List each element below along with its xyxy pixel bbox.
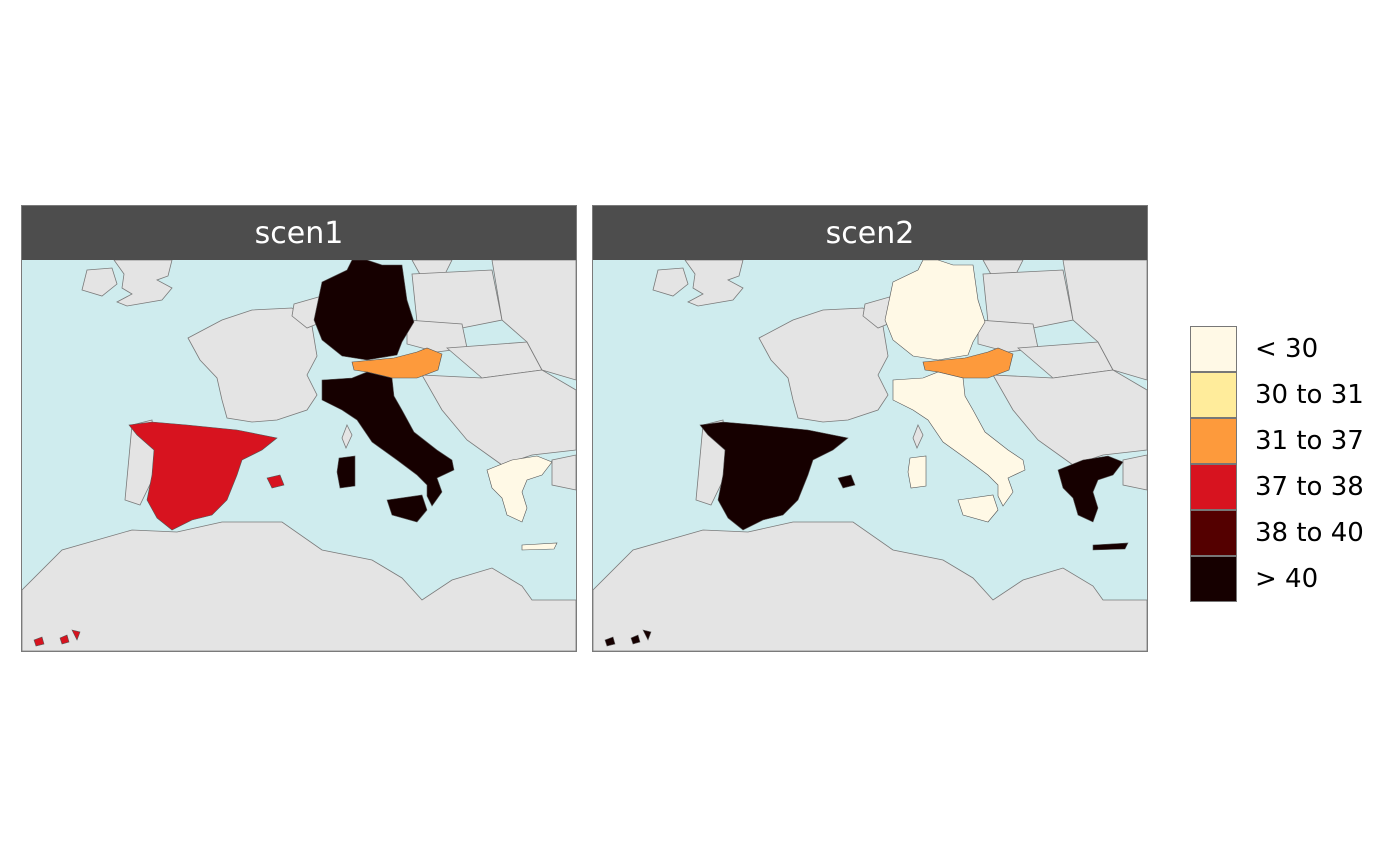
country-austria [351, 347, 443, 379]
land-ireland [652, 267, 689, 297]
legend-label: > 40 [1255, 564, 1319, 594]
land-turkey [551, 454, 576, 491]
country-canaries [604, 629, 652, 647]
country-greece [1057, 455, 1124, 523]
country-sicily [957, 494, 999, 523]
land-balkans [992, 369, 1147, 466]
country-balearic [837, 474, 856, 489]
legend-item: 37 to 38 [1190, 464, 1364, 510]
legend-swatch [1190, 556, 1237, 602]
country-sardinia [336, 455, 356, 489]
legend-swatch [1190, 326, 1237, 372]
land-poland [411, 269, 503, 331]
map-area [22, 260, 576, 651]
country-canaries [33, 629, 81, 647]
land-france [758, 307, 889, 423]
map-svg [593, 260, 1147, 651]
country-germany [313, 260, 415, 361]
country-balearic [266, 474, 285, 489]
country-sardinia [907, 455, 927, 489]
land-africa [22, 521, 576, 651]
country-austria [922, 347, 1014, 379]
map-panel-scen1: scen1 [21, 205, 577, 652]
legend-item: 38 to 40 [1190, 510, 1364, 556]
land-corsica [912, 424, 924, 450]
country-spain [699, 421, 849, 531]
legend-label: 31 to 37 [1255, 426, 1364, 456]
panel-title: scen2 [593, 206, 1147, 260]
country-crete [521, 542, 558, 551]
legend-label: 37 to 38 [1255, 472, 1364, 502]
map-area [593, 260, 1147, 651]
country-crete [1092, 542, 1129, 551]
land-france [187, 307, 318, 423]
legend-label: 30 to 31 [1255, 380, 1364, 410]
legend-item: 30 to 31 [1190, 372, 1364, 418]
land-ireland [81, 267, 118, 297]
map-svg [22, 260, 576, 651]
legend-item: 31 to 37 [1190, 418, 1364, 464]
land-balkans [421, 369, 576, 466]
map-panel-scen2: scen2 [592, 205, 1148, 652]
country-germany [884, 260, 986, 361]
legend-swatch [1190, 464, 1237, 510]
country-italy [321, 371, 455, 507]
land-poland [982, 269, 1074, 331]
country-sicily [386, 494, 428, 523]
land-turkey [1122, 454, 1147, 491]
legend-item: < 30 [1190, 326, 1364, 372]
legend-label: 38 to 40 [1255, 518, 1364, 548]
land-corsica [341, 424, 353, 450]
legend-swatch [1190, 510, 1237, 556]
legend-item: > 40 [1190, 556, 1364, 602]
country-greece [486, 455, 553, 523]
land-africa [593, 521, 1147, 651]
land-uk [684, 260, 744, 307]
legend-swatch [1190, 418, 1237, 464]
country-italy [892, 371, 1026, 507]
land-uk [113, 260, 173, 307]
legend: < 30 30 to 31 31 to 37 37 to 38 38 to 40… [1190, 326, 1364, 602]
legend-label: < 30 [1255, 334, 1319, 364]
country-spain [128, 421, 278, 531]
panel-title: scen1 [22, 206, 576, 260]
legend-swatch [1190, 372, 1237, 418]
